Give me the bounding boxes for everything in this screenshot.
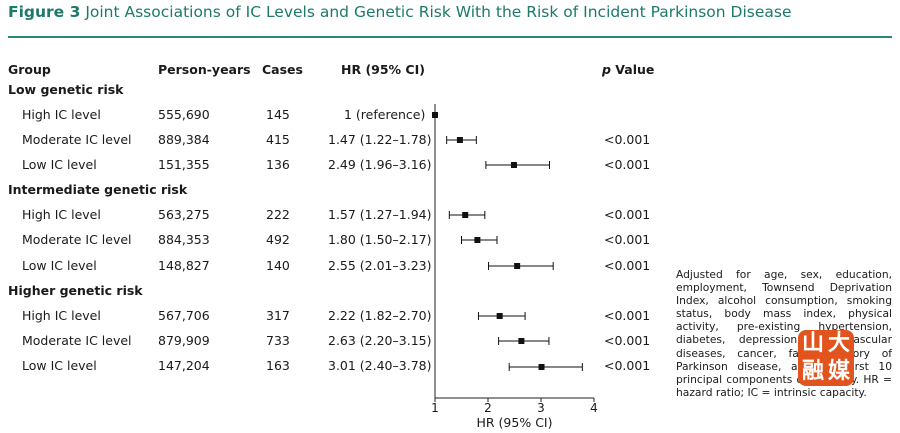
row-hr: 1.80 (1.50–2.17) (328, 232, 432, 247)
hr-marker (474, 237, 481, 243)
figure-title-text: Joint Associations of IC Levels and Gene… (85, 3, 792, 21)
row-p-value: <0.001 (604, 333, 651, 348)
row-hr: 1.47 (1.22–1.78) (328, 132, 432, 147)
row-hr: 2.49 (1.96–3.16) (328, 157, 432, 172)
row-person-years: 148,827 (158, 258, 210, 273)
header-hr: HR (95% CI) (341, 62, 425, 77)
hr-marker (496, 313, 503, 319)
row-cases: 136 (266, 157, 290, 172)
group-label: Low genetic risk (8, 82, 124, 97)
x-axis-label: HR (95% CI) (477, 415, 553, 430)
footnote: Adjusted for age, sex, education, employ… (676, 268, 892, 399)
row-level: Moderate IC level (22, 132, 132, 147)
row-cases: 415 (266, 132, 290, 147)
hr-marker (456, 137, 463, 143)
row-cases: 317 (266, 308, 290, 323)
hr-marker (538, 364, 545, 370)
row-p-value: <0.001 (604, 132, 651, 147)
row-cases: 140 (266, 258, 290, 273)
figure-title: Figure 3 Joint Associations of IC Levels… (8, 3, 791, 21)
x-tick-label: 2 (484, 401, 492, 415)
row-cases: 145 (266, 107, 290, 122)
hr-marker (432, 112, 438, 118)
row-level: Low IC level (22, 157, 97, 172)
row-person-years: 879,909 (158, 333, 210, 348)
group-label: Intermediate genetic risk (8, 182, 188, 197)
row-hr: 2.63 (2.20–3.15) (328, 333, 432, 348)
row-person-years: 567,706 (158, 308, 210, 323)
header-p-italic: p (602, 62, 611, 77)
hr-marker (510, 162, 517, 168)
watermark-logo-icon: 山大融媒 (798, 330, 854, 386)
header-group: Group (8, 62, 51, 77)
row-level: High IC level (22, 107, 101, 122)
row-level: Low IC level (22, 358, 97, 373)
row-p-value: <0.001 (604, 308, 651, 323)
row-p-value: <0.001 (604, 232, 651, 247)
x-tick-label: 4 (590, 401, 598, 415)
group-label: Higher genetic risk (8, 283, 143, 298)
row-level: High IC level (22, 308, 101, 323)
header-person-years: Person-years (158, 62, 251, 77)
figure-label: Figure 3 (8, 3, 81, 21)
row-p-value: <0.001 (604, 358, 651, 373)
x-tick-label: 3 (537, 401, 545, 415)
row-p-value: <0.001 (604, 258, 651, 273)
row-level: Low IC level (22, 258, 97, 273)
row-cases: 492 (266, 232, 290, 247)
row-person-years: 889,384 (158, 132, 210, 147)
row-level: Moderate IC level (22, 333, 132, 348)
row-level: High IC level (22, 207, 101, 222)
row-hr: 1 (reference) (344, 107, 426, 122)
header-cases: Cases (262, 62, 303, 77)
row-person-years: 884,353 (158, 232, 210, 247)
row-p-value: <0.001 (604, 207, 651, 222)
row-cases: 163 (266, 358, 290, 373)
row-person-years: 147,204 (158, 358, 210, 373)
row-level: Moderate IC level (22, 232, 132, 247)
row-person-years: 555,690 (158, 107, 210, 122)
hr-marker (462, 212, 469, 218)
row-p-value: <0.001 (604, 157, 651, 172)
row-person-years: 563,275 (158, 207, 210, 222)
x-tick-label: 1 (431, 401, 439, 415)
row-hr: 2.22 (1.82–2.70) (328, 308, 432, 323)
row-hr: 3.01 (2.40–3.78) (328, 358, 432, 373)
row-hr: 1.57 (1.27–1.94) (328, 207, 432, 222)
hr-marker (518, 338, 525, 344)
row-cases: 733 (266, 333, 290, 348)
title-rule (8, 36, 892, 38)
row-hr: 2.55 (2.01–3.23) (328, 258, 432, 273)
hr-marker (514, 263, 521, 269)
row-person-years: 151,355 (158, 157, 210, 172)
row-cases: 222 (266, 207, 290, 222)
header-p-value: p Value (602, 62, 655, 77)
